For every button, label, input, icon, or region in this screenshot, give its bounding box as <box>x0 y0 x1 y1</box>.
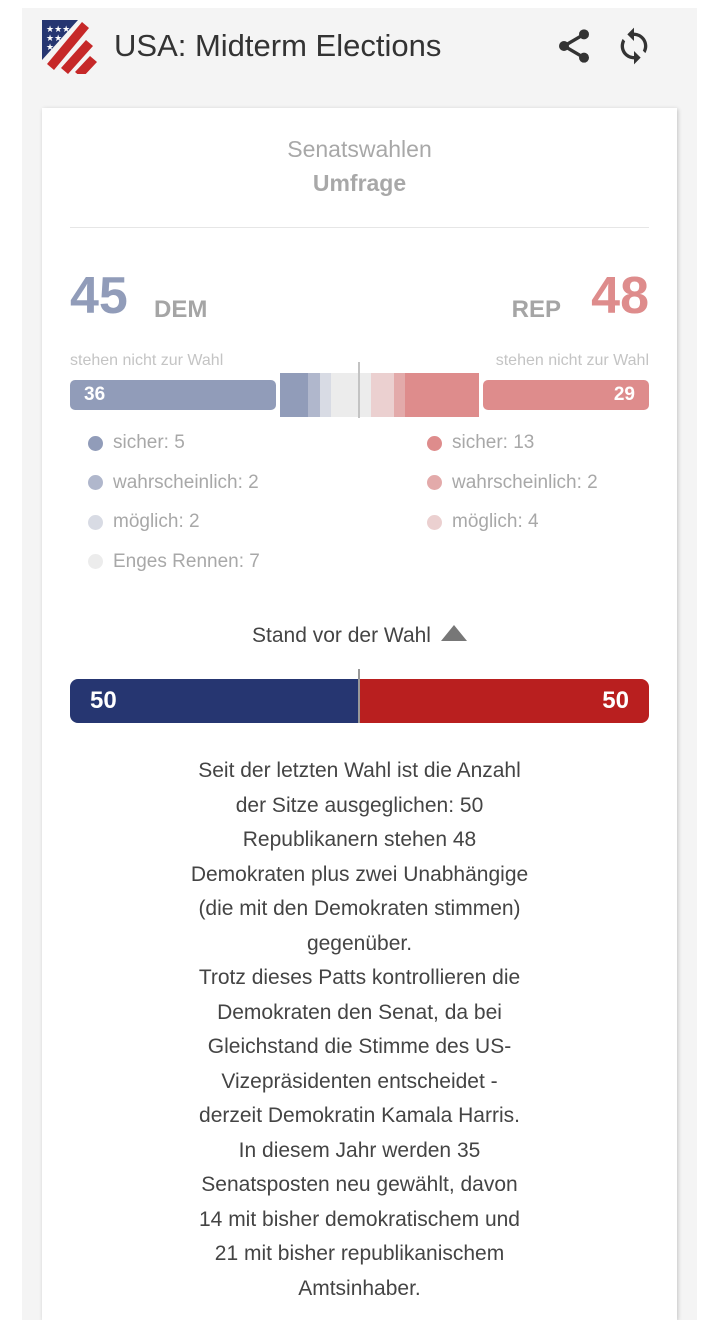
text-line: Amtsinhaber. <box>298 1276 421 1300</box>
legend-label: Enges Rennen: 7 <box>113 550 260 572</box>
race-rating-bar <box>280 373 480 417</box>
text-line: (die mit den Demokraten stimmen) <box>198 897 521 920</box>
rep-not-up-label: stehen nicht zur Wahl <box>495 352 649 369</box>
legend-dem-item: wahrscheinlich: 2 <box>88 472 259 494</box>
share-icon[interactable] <box>554 26 594 66</box>
text-line: Senatsposten neu gewählt, davon <box>201 1173 518 1196</box>
dem-total: 45 <box>70 267 128 325</box>
card-title: Senatswahlen <box>287 136 432 162</box>
rep-label: REP <box>511 296 561 323</box>
segment-rep-5 <box>393 373 406 417</box>
legend-dem-item: sicher: 5 <box>88 432 185 454</box>
svg-text:★★★: ★★★ <box>46 24 70 34</box>
text-line: Trotz dieses Patts kontrollieren die <box>198 966 521 989</box>
text-line: Demokraten den Senat, da bei <box>217 1000 502 1024</box>
legend-rep-item: sicher: 13 <box>427 432 534 454</box>
app-header: ★★★ ★★ ★ USA: Midterm Elections <box>22 8 697 88</box>
refresh-icon[interactable] <box>614 26 654 66</box>
legend-rep-item: wahrscheinlich: 2 <box>427 472 598 494</box>
rep-total: 48 <box>591 267 649 325</box>
text-line: derzeit Demokratin Kamala Harris. <box>199 1104 520 1127</box>
legend-dot-icon <box>88 435 103 451</box>
legend-rep-item: möglich: 4 <box>427 511 539 533</box>
legend-label: wahrscheinlich: 2 <box>452 471 598 493</box>
dem-not-up-bar: 36 <box>70 380 276 410</box>
legend-dot-icon <box>427 435 442 451</box>
legend-dot-icon <box>88 475 103 490</box>
legend-dot-icon <box>88 554 103 569</box>
text-line: Republikanern stehen 48 <box>242 828 477 851</box>
text-line: 14 mit bisher demokratischem und <box>199 1207 520 1231</box>
triangle-up-icon[interactable] <box>440 625 467 641</box>
dem-label: DEM <box>154 296 208 323</box>
segment-rep-4 <box>370 373 394 417</box>
divider <box>70 227 649 228</box>
text-line: Demokraten plus zwei Unabhängige <box>190 862 529 886</box>
text-line: gegenüber. <box>306 931 413 955</box>
stand-toggle[interactable]: Stand vor der Wahl <box>42 624 677 648</box>
description-text: Seit der letzten Wahl ist die Anzahl der … <box>42 754 677 1306</box>
current-seats-bar: 50 50 <box>70 679 649 723</box>
text-line: der Sitze ausgeglichen: 50 <box>235 793 484 817</box>
segment-dem-1 <box>308 373 320 417</box>
legend-label: wahrscheinlich: 2 <box>113 471 259 493</box>
svg-text:★: ★ <box>46 42 54 52</box>
senate-card: Senatswahlen Umfrage 45 DEM REP 48 stehe… <box>42 108 677 1320</box>
text-line: Vizepräsidenten entscheidet - <box>221 1069 498 1093</box>
legend-dot-icon <box>88 514 103 530</box>
legend-label: möglich: 2 <box>113 511 200 532</box>
current-dem-seats: 50 <box>70 679 360 723</box>
text-line: Seit der letzten Wahl ist die Anzahl <box>198 759 521 782</box>
segment-tossup-3 <box>331 373 371 417</box>
legend-label: sicher: 13 <box>452 432 535 453</box>
dem-not-up-count: 36 <box>84 384 106 405</box>
segment-rep-6 <box>405 373 480 417</box>
card-subtitle: Umfrage <box>312 170 407 196</box>
legend-dem-item: Enges Rennen: 7 <box>88 551 260 573</box>
text-line: In diesem Jahr werden 35 <box>238 1138 481 1162</box>
svg-text:★★: ★★ <box>46 33 62 43</box>
stand-label: Stand vor der Wahl <box>252 624 431 647</box>
legend-dot-icon <box>427 514 442 530</box>
flag-logo-icon: ★★★★★★ <box>42 20 97 74</box>
rep-not-up-count: 29 <box>613 384 635 405</box>
legend-label: möglich: 4 <box>452 511 539 532</box>
text-line: Gleichstand die Stimme des US- <box>207 1035 512 1058</box>
segment-dem-0 <box>280 373 309 417</box>
current-majority-line <box>358 669 360 723</box>
legend-label: sicher: 5 <box>113 432 185 453</box>
rep-not-up-bar: 29 <box>483 380 649 410</box>
current-rep-seats: 50 <box>359 679 649 723</box>
legend-dot-icon <box>427 475 442 490</box>
app-title: USA: Midterm Elections <box>114 28 442 63</box>
segment-dem-2 <box>319 373 332 417</box>
majority-line <box>358 362 360 418</box>
text-line: 21 mit bisher republikanischem <box>214 1242 505 1265</box>
dem-not-up-label: stehen nicht zur Wahl <box>70 352 224 369</box>
legend-dem-item: möglich: 2 <box>88 511 200 533</box>
